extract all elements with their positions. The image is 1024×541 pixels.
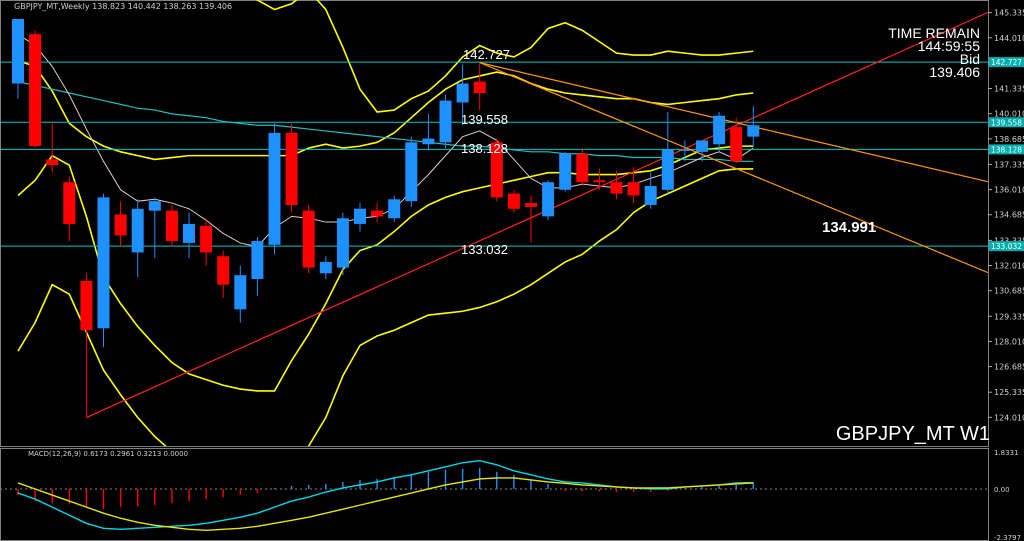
band-outer-lower [17, 168, 754, 446]
candle-body [678, 149, 691, 151]
candle-body [131, 208, 144, 253]
macd-signal-line [17, 460, 754, 531]
y-tick-label: 144.010 [994, 34, 1024, 43]
price-plot [0, 0, 988, 446]
time-remain-box: TIME REMAIN 144:59:55 Bid 139.406 [888, 25, 980, 80]
candle-body [542, 182, 555, 217]
candle-body [80, 280, 93, 331]
macd-frame [0, 448, 989, 541]
candle-body [114, 214, 127, 236]
candle-body [165, 210, 178, 242]
price-frame [0, 0, 989, 447]
candle-body [63, 182, 76, 224]
y-tick-label: 126.685 [994, 363, 1024, 372]
candle-body [610, 182, 623, 194]
candle-body [234, 275, 247, 310]
candle-body [336, 218, 349, 268]
hline-price-tag [989, 241, 1024, 252]
candle-body [371, 210, 384, 217]
candle-body [473, 81, 486, 93]
y-tick-label: 125.335 [994, 388, 1024, 397]
candle-body [268, 132, 281, 245]
band-outer-upper [255, 0, 754, 113]
candle-body [319, 261, 332, 274]
candle-body [696, 140, 708, 152]
hline-price-tag-text: 138.128 [991, 145, 1022, 154]
ma-cyan [17, 81, 754, 162]
time-remain-label: TIME REMAIN [888, 25, 980, 41]
macd-tick-label: 1.8331 [994, 449, 1019, 457]
hline-label: 138.128 [461, 141, 508, 156]
candle-body [490, 142, 503, 198]
y-tick-label: 128.010 [994, 337, 1024, 346]
y-tick-label: 130.685 [994, 287, 1024, 296]
candle-body [422, 138, 435, 145]
candle-body [388, 199, 401, 219]
hline-price-tag-text: 133.032 [991, 242, 1022, 251]
candle-body [354, 208, 366, 224]
candle-body [200, 225, 213, 253]
candle-body [251, 241, 264, 279]
candle-body [576, 153, 589, 183]
y-tick-label: 145.335 [994, 9, 1024, 18]
candle-body [29, 34, 42, 147]
symbol-label: GBPJPY_MT W1 [835, 423, 990, 445]
y-tick-label: 140.010 [994, 110, 1024, 119]
candle-body [627, 182, 640, 196]
candle-body [644, 185, 657, 205]
y-tick-label: 136.010 [994, 186, 1024, 195]
candle-body [507, 193, 520, 209]
trendline-resistance [479, 62, 988, 274]
candle-body [593, 180, 606, 183]
y-tick-label: 133.335 [994, 236, 1024, 245]
y-tick-label: 134.685 [994, 211, 1024, 220]
candle-body [525, 203, 537, 207]
bid-value: 139.406 [929, 64, 980, 80]
macd-tick-label: -2.3797 [994, 534, 1021, 541]
y-tick-label: 129.335 [994, 312, 1024, 321]
candle-body [148, 201, 161, 211]
ohlc-header: GBPJPY_MT,Weekly 138.823 140.442 138.263… [14, 2, 233, 11]
hline-price-tag [989, 57, 1024, 68]
macd-header: MACD(12,26,9) 0.6173 0.2961 0.3213 0.000… [28, 450, 189, 458]
candle-body [97, 197, 110, 329]
candle-body [285, 132, 298, 205]
trendline-resistance-2 [479, 62, 988, 183]
band-inner-lower [17, 145, 754, 392]
hline-label: 142.727 [463, 47, 510, 62]
band-inner-upper [17, 59, 754, 161]
candle-body [730, 127, 743, 162]
candle-body [12, 18, 24, 84]
candle-body [217, 256, 230, 285]
hline-price-tag [989, 144, 1024, 155]
y-tick-label: 138.685 [994, 135, 1024, 144]
hline-price-tag-text: 142.727 [991, 58, 1022, 67]
candle-body [405, 142, 418, 202]
candle-body [439, 100, 452, 143]
candle-body [456, 83, 469, 103]
y-tick-label: 124.010 [994, 413, 1024, 422]
ma-white [17, 33, 754, 248]
candle-body [559, 153, 572, 190]
candle-body [302, 210, 315, 268]
center-value: 134.991 [822, 219, 877, 236]
time-remain-value: 144:59:55 [917, 38, 980, 54]
candle-body [713, 115, 726, 145]
candle-body [183, 223, 195, 243]
candle-body [661, 149, 674, 190]
hline-price-tag-text: 139.558 [991, 118, 1022, 127]
candle-body [747, 125, 760, 137]
macd-tick-label: 0.00 [994, 486, 1010, 494]
y-tick-label: 141.335 [994, 85, 1024, 94]
bid-label: Bid [959, 51, 980, 67]
hline-label: 139.558 [461, 112, 508, 127]
hline-label: 133.032 [461, 242, 508, 257]
y-tick-label: 137.335 [994, 160, 1024, 169]
trendline-support [86, 11, 988, 419]
macd-main-line [17, 477, 754, 532]
hline-price-tag [989, 117, 1024, 128]
candle-body [46, 159, 59, 166]
y-tick-label: 132.010 [994, 262, 1024, 271]
